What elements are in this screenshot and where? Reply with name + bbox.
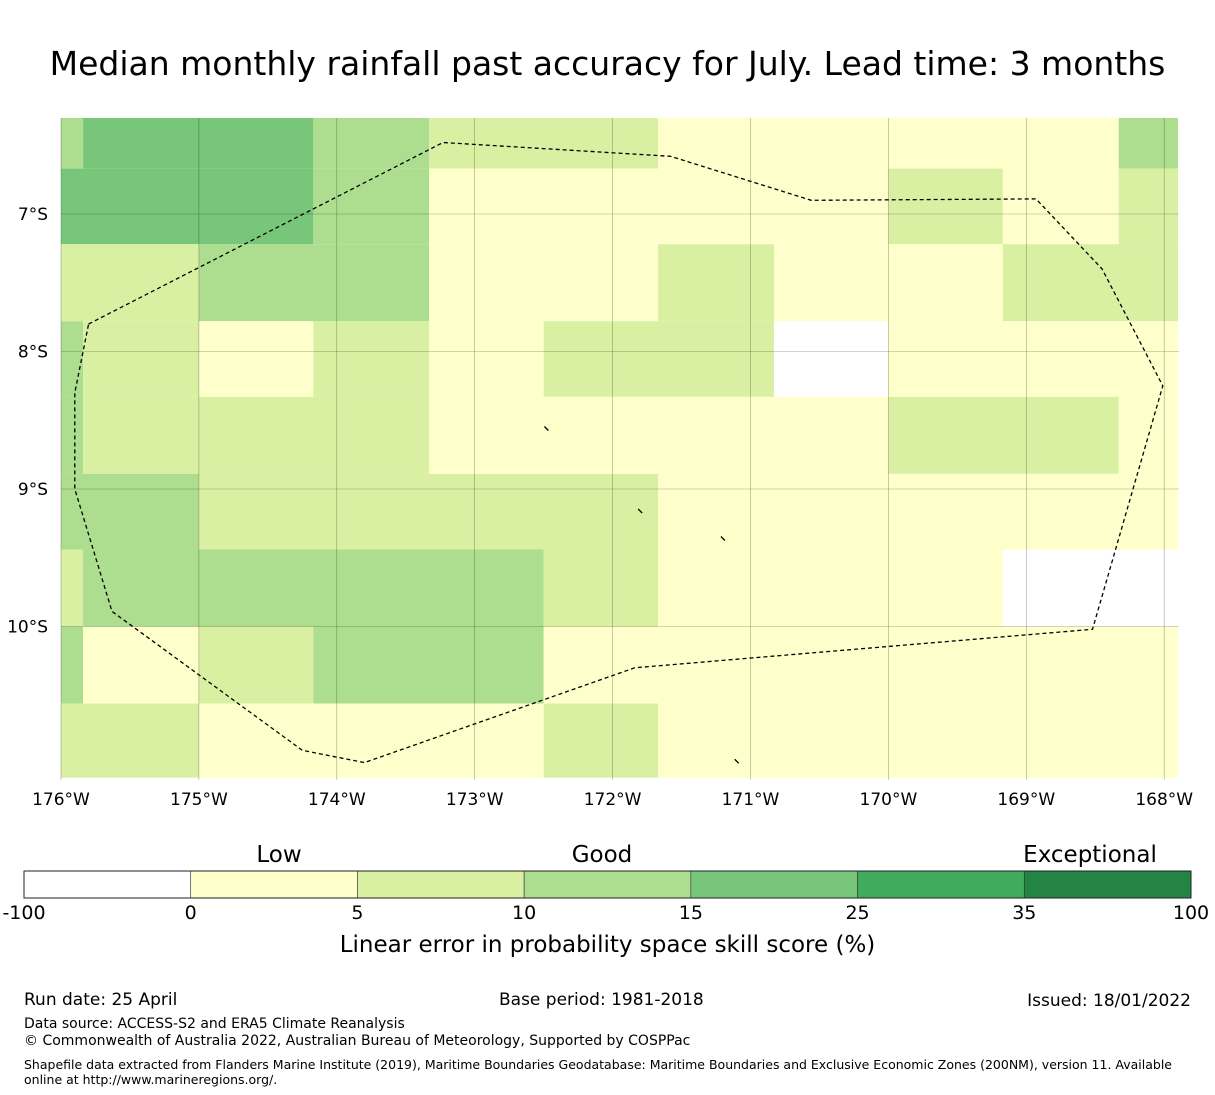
- colorbar-bin: [1023, 870, 1192, 899]
- lon-tick-label: 172°W: [584, 790, 642, 810]
- skill-cell: [198, 244, 430, 322]
- skill-cell: [429, 168, 889, 245]
- skill-cell: [888, 396, 1119, 474]
- category-exceptional: Exceptional: [1023, 842, 1157, 868]
- category-low: Low: [256, 842, 302, 868]
- colorbar-bin: [857, 870, 1025, 899]
- skill-cell: [543, 703, 659, 778]
- skill-cell: [773, 321, 889, 397]
- graticule-layer: [60, 118, 1179, 780]
- lat-tick-label: 10°S: [7, 618, 48, 638]
- skill-cell: [83, 626, 199, 704]
- skill-cell: [1118, 118, 1178, 169]
- skill-cell: [543, 549, 659, 627]
- colorbar-tick-label: 100: [1172, 902, 1210, 924]
- colorbar-outline: [23, 870, 1192, 899]
- skill-cell: [658, 473, 1178, 550]
- skill-cell: [61, 626, 84, 704]
- category-good: Good: [571, 842, 633, 868]
- skill-cell: [313, 321, 430, 397]
- colorbar-bin: [23, 870, 192, 899]
- lon-tick-label: 175°W: [170, 790, 228, 810]
- skill-cell: [1002, 549, 1178, 627]
- skill-cell: [429, 118, 659, 169]
- skill-cell: [888, 321, 1178, 397]
- skill-cell: [61, 321, 84, 397]
- skill-cell: [198, 321, 314, 397]
- skill-cell: [658, 703, 1178, 778]
- colorbar-bin: [690, 870, 858, 899]
- skill-cell: [83, 118, 314, 169]
- skill-score-map: 7°S 8°S 9°S 10°S 176°W 175°W 174°W 173°W 172°W 17…: [7, 118, 1193, 810]
- base-period: Base period: 1981-2018: [499, 990, 704, 1010]
- island: [734, 758, 740, 764]
- skill-cell: [61, 396, 84, 474]
- lat-tick-label: 8°S: [18, 343, 48, 363]
- data-source: Data source: ACCESS-S2 and ERA5 Climate …: [24, 1016, 405, 1032]
- skill-cell: [198, 626, 314, 704]
- colorbar-bin: [357, 870, 525, 899]
- skill-cell: [61, 168, 314, 245]
- lon-tick-label: 176°W: [32, 790, 90, 810]
- lat-tick-label: 7°S: [18, 205, 48, 225]
- lon-tick-label: 171°W: [722, 790, 780, 810]
- lon-tick-label: 170°W: [860, 790, 918, 810]
- skill-cell: [83, 396, 430, 474]
- colorbar-tick-label: 10: [512, 902, 537, 924]
- skill-cell: [773, 244, 1003, 322]
- colorbar-tick-label: 25: [845, 902, 870, 924]
- skill-cell: [61, 244, 199, 322]
- skill-cell: [658, 549, 1003, 627]
- skill-cell: [61, 549, 84, 627]
- skill-cell: [1002, 244, 1178, 322]
- skill-cell: [61, 473, 199, 550]
- islands-layer: [543, 426, 740, 764]
- island: [720, 536, 726, 541]
- skill-cell: [313, 168, 430, 245]
- skill-cell: [83, 549, 544, 627]
- skill-cell: [543, 626, 1178, 704]
- skill-cell: [198, 703, 544, 778]
- skill-cell: [83, 321, 199, 397]
- colorbar-tick-label: 5: [351, 902, 364, 924]
- colorbar-tick-label: 0: [184, 902, 197, 924]
- skill-cell: [313, 626, 544, 704]
- skill-cell: [198, 473, 659, 550]
- skill-cell: [888, 168, 1003, 245]
- eez-boundary-layer: [74, 141, 1164, 764]
- issued-date: Issued: 18/01/2022: [1027, 991, 1191, 1011]
- colorbar: [23, 870, 1192, 899]
- lon-tick-label: 173°W: [446, 790, 504, 810]
- skill-cell: [1002, 168, 1119, 245]
- copyright: © Commonwealth of Australia 2022, Austra…: [24, 1033, 691, 1049]
- skill-cell: [61, 118, 84, 169]
- skill-cell: [61, 703, 199, 778]
- skill-cell: [429, 396, 889, 474]
- skill-cell: [1118, 168, 1178, 245]
- run-date: Run date: 25 April: [24, 990, 178, 1010]
- colorbar-bin: [190, 870, 358, 899]
- colorbar-label: Linear error in probability space skill …: [339, 932, 876, 958]
- skill-cell: [313, 118, 430, 169]
- lon-tick-label: 169°W: [997, 790, 1055, 810]
- shapefile-note: Shapefile data extracted from Flanders M…: [24, 1057, 1172, 1087]
- eez-boundary: [74, 141, 1164, 764]
- skill-cells-layer: [61, 118, 1178, 778]
- axis-labels-layer: 7°S 8°S 9°S 10°S 176°W 175°W 174°W 173°W 172°W 17…: [7, 205, 1193, 810]
- skill-cell: [429, 244, 659, 322]
- island: [543, 426, 549, 431]
- chart-title: Median monthly rainfall past accuracy fo…: [49, 44, 1166, 83]
- colorbar-tick-label: 15: [678, 902, 703, 924]
- island: [637, 508, 643, 514]
- lat-tick-label: 9°S: [18, 480, 48, 500]
- colorbar-tick-label: -100: [2, 902, 46, 924]
- lon-tick-label: 168°W: [1135, 790, 1193, 810]
- skill-cell: [658, 244, 774, 322]
- colorbar-tick-label: 35: [1012, 902, 1037, 924]
- skill-cell: [543, 321, 774, 397]
- colorbar-bin: [523, 870, 692, 899]
- skill-cell: [658, 118, 1119, 169]
- lon-tick-label: 174°W: [308, 790, 366, 810]
- skill-cell: [429, 321, 544, 397]
